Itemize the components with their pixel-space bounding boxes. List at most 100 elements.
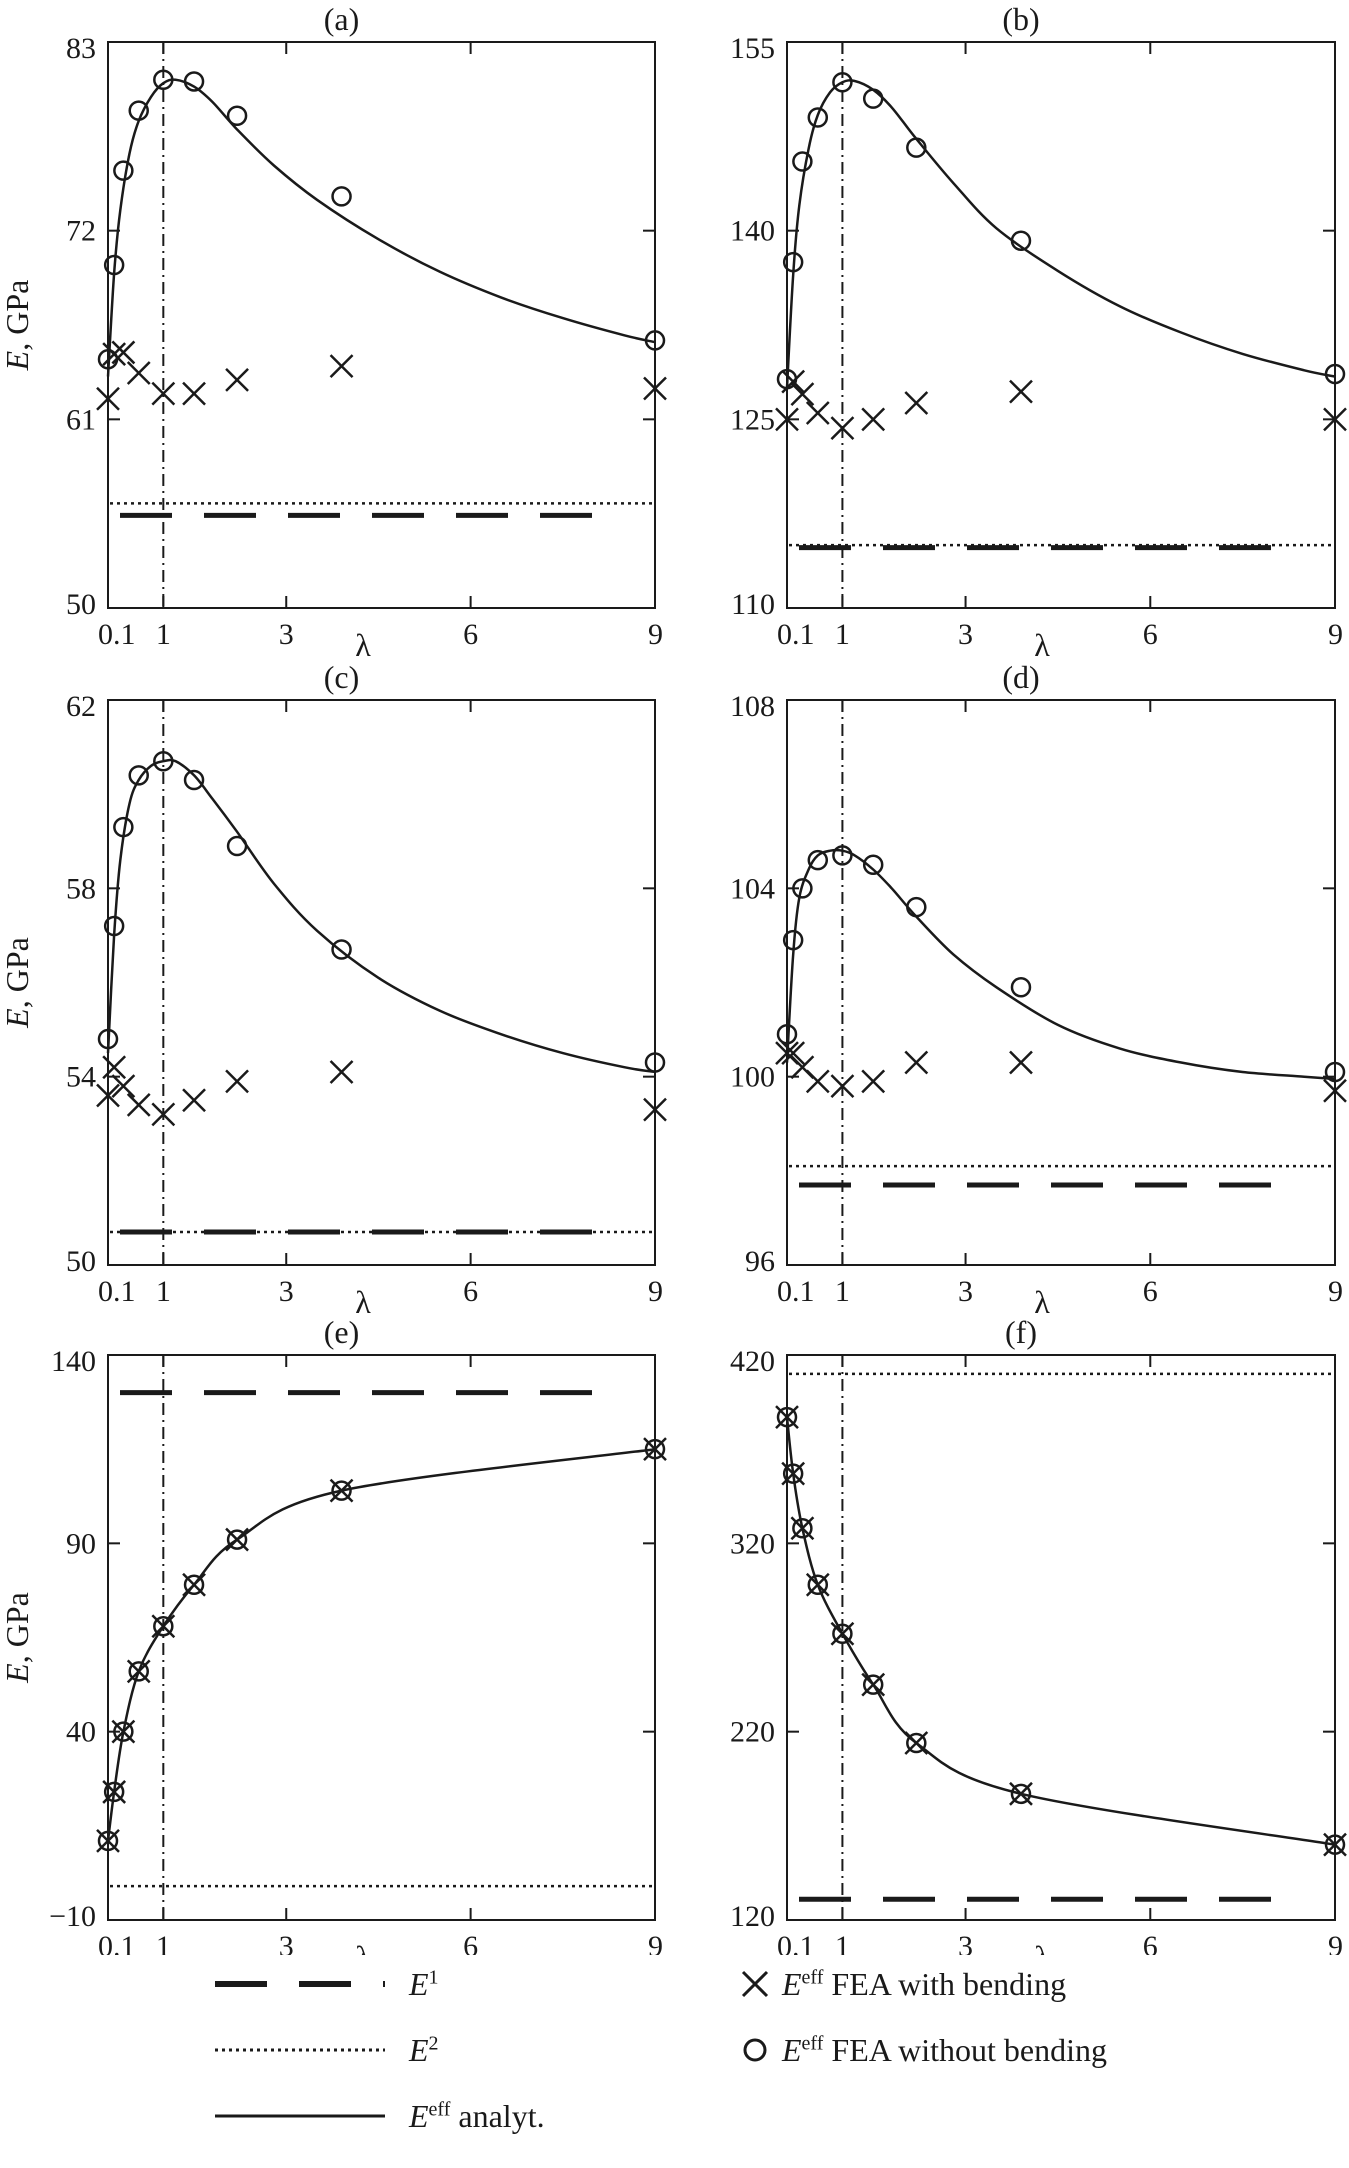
marker-fea-without-bending [862,88,884,109]
marker-fea-with-bending [805,401,830,425]
x-axis-label: λ [355,627,371,663]
panel-title: (b) [1002,1,1039,37]
marker-fea-with-bending [1323,407,1347,432]
y-tick-label: 108 [730,690,775,723]
marker-fea-without-bending [906,896,927,918]
marker-fea-without-bending [792,151,813,172]
y-tick-label: 120 [730,1900,775,1933]
marker-fea-with-bending [904,391,929,415]
analytic-curve [106,78,656,377]
y-axis-label: E, GPa [0,280,35,372]
marker-fea-without-bending [1010,1783,1032,1805]
marker-fea-with-bending [329,1060,354,1084]
marker-fea-with-bending [861,1069,886,1094]
x-tick-label: 3 [279,618,294,651]
marker-fea-with-bending [781,1041,806,1066]
legend-item-analytic: Eeff analyt. [215,2093,545,2139]
plot-frame [786,1354,1336,1921]
y-tick-label: 420 [730,1345,775,1378]
legend-item-fea-without: Eeff FEA without bending [740,2027,1107,2073]
legend-swatch-analytic [215,2114,385,2118]
legend-item-e1: E1 [215,1961,439,2007]
y-tick-label: −10 [49,1900,96,1933]
y-tick-label: 50 [66,1245,96,1278]
marker-fea-without-bending [832,845,853,866]
y-tick-label: 155 [730,32,775,65]
analytic-curve [106,758,656,1074]
marker-fea-with-bending [904,1731,929,1755]
marker-fea-with-bending [861,1672,886,1697]
marker-fea-with-bending [1323,1832,1347,1857]
marker-fea-with-bending [775,407,799,432]
marker-fea-without-bending [97,1830,119,1852]
marker-fea-with-bending [182,381,206,406]
panel-title: (f) [1005,1314,1037,1350]
analytic-curve [106,1447,656,1842]
x-tick-label: 0.1 [98,1930,136,1955]
x-tick-label: 0.1 [777,618,815,651]
marker-fea-with-bending [805,1069,830,1094]
marker-fea-without-bending [792,878,813,899]
y-tick-label: 62 [66,690,96,723]
marker-fea-with-bending [111,1074,136,1098]
marker-fea-with-bending [904,1050,929,1075]
marker-fea-without-bending [153,750,174,772]
y-tick-label: 140 [51,1345,96,1378]
x-tick-label: 1 [835,1275,850,1308]
marker-fea-without-bending [782,251,804,273]
marker-fea-without-bending [1010,976,1032,998]
marker-fea-without-bending [113,1721,134,1742]
marker-fea-without-bending [644,1438,666,1460]
marker-fea-with-bending [643,1437,667,1462]
marker-fea-with-bending [643,376,667,401]
marker-fea-without-bending [226,1529,248,1550]
marker-fea-with-bending [225,368,249,392]
marker-fea-without-bending [644,330,666,351]
marker-fea-without-bending [128,100,149,121]
marker-fea-without-bending [153,1615,174,1637]
legend-item-e2: E2 [215,2027,439,2073]
x-tick-label: 6 [463,1930,478,1955]
marker-fea-without-bending [1324,1834,1346,1855]
x-tick-label: 6 [1143,1275,1158,1308]
y-tick-label: 104 [730,872,775,905]
marker-fea-without-bending [331,939,352,960]
marker-fea-without-bending [1324,1061,1346,1083]
chart-panel-f: 0.1 1 3 6 9 120 220 320 420 (f) λ [730,1314,1347,1955]
marker-fea-with-bending [805,1572,830,1597]
marker-fea-with-bending [126,1093,151,1117]
x-axis-label: λ [355,1284,371,1320]
legend-label-e2: E2 [409,2031,439,2068]
panel-title: (c) [324,659,360,695]
y-tick-label: 61 [66,403,96,436]
marker-fea-without-bending [807,107,829,128]
marker-fea-with-bending [182,1572,206,1597]
marker-fea-with-bending [861,407,886,432]
marker-fea-with-bending [102,1055,127,1080]
marker-fea-with-bending [790,1516,815,1541]
chart-panel-c: 0.1 1 3 6 9 50 54 58 62 (c) λ E, GPa [0,659,667,1320]
marker-fea-without-bending [183,1574,205,1596]
marker-fea-without-bending [832,1623,853,1644]
panel-title: (e) [324,1314,360,1350]
marker-fea-with-bending [830,1621,855,1646]
x-tick-label: 3 [958,1275,973,1308]
marker-fea-without-bending [782,929,804,951]
marker-fea-without-bending [782,1463,804,1484]
panel-title: (a) [324,1,360,37]
marker-fea-with-bending [102,342,127,367]
x-tick-label: 9 [1328,618,1343,651]
marker-fea-with-bending [96,1829,120,1853]
plot-frame [107,699,656,1266]
marker-fea-without-bending [807,849,829,871]
x-tick-label: 0.1 [98,618,136,651]
marker-fea-without-bending [1324,363,1346,385]
x-axis-label: λ [355,1939,371,1955]
x-tick-label: 0.1 [98,1275,136,1308]
marker-fea-with-bending [151,381,176,406]
chart-panel-e: 0.1 1 3 6 9 −10 40 90 140 (e) λ E, GPa [0,1314,667,1955]
marker-fea-without-bending [862,1674,884,1695]
marker-fea-without-bending [906,1732,927,1754]
marker-fea-without-bending [906,137,927,158]
marker-fea-without-bending [792,1518,813,1539]
